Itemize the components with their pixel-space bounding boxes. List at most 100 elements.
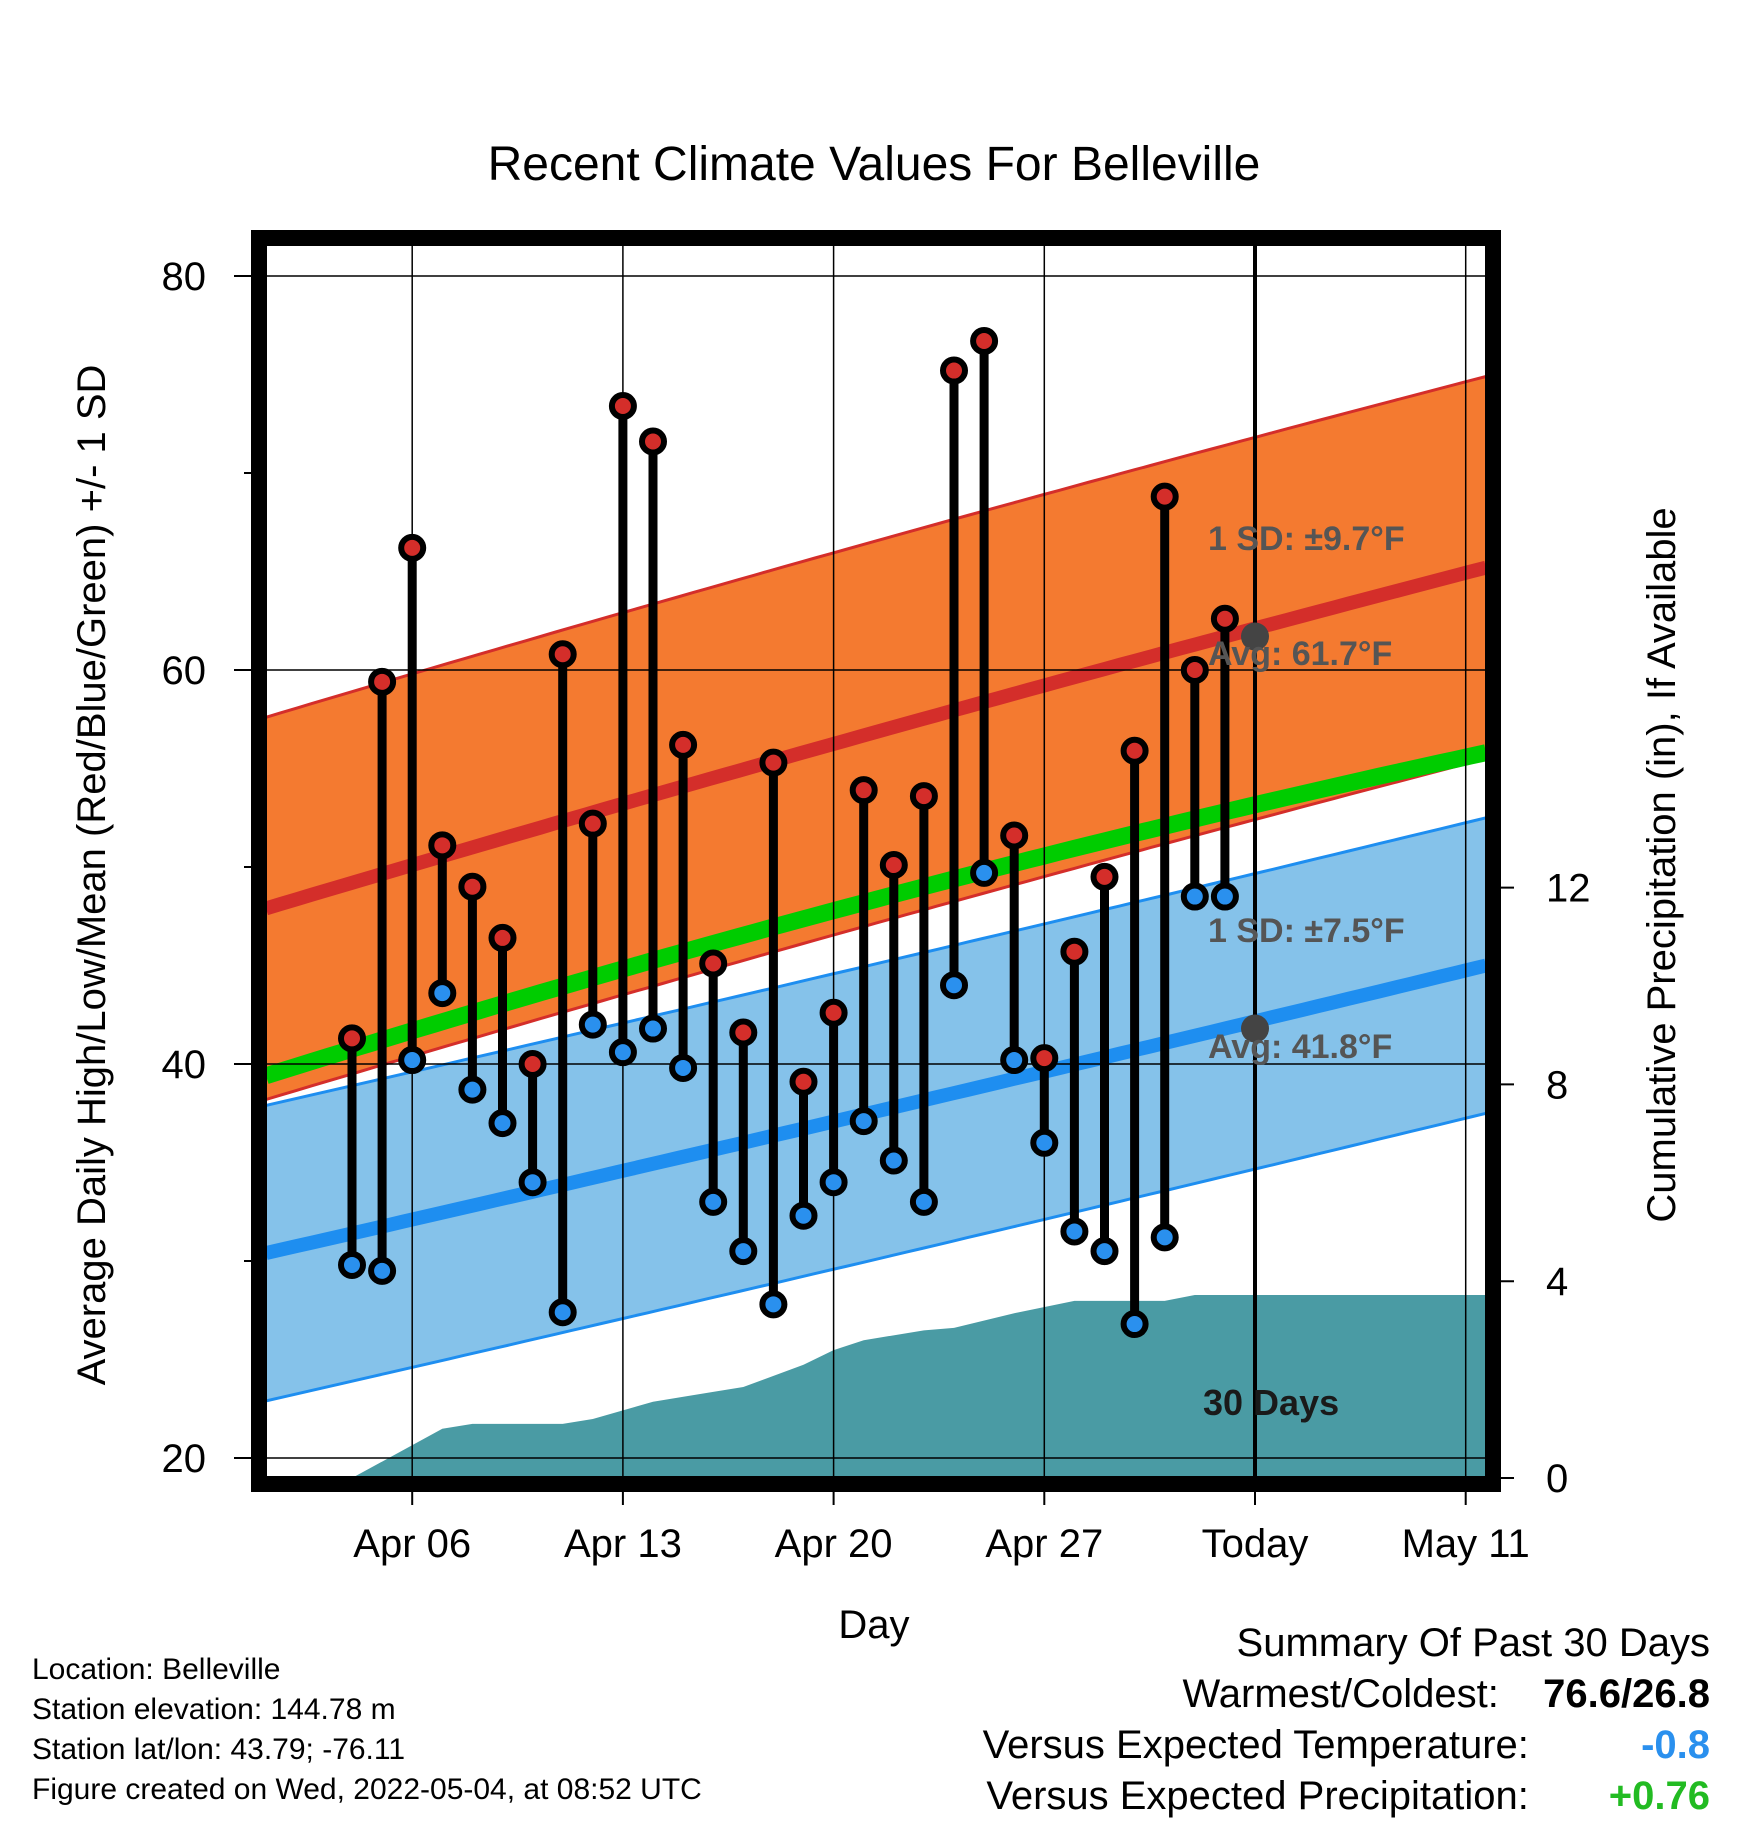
y-tick-label-left: 40 bbox=[162, 1043, 207, 1087]
daily-high-point bbox=[518, 1050, 547, 1078]
daily-low-point bbox=[879, 1146, 908, 1175]
x-tick-label: Apr 20 bbox=[775, 1522, 893, 1566]
daily-low-point bbox=[729, 1237, 758, 1266]
daily-high-point bbox=[1090, 862, 1119, 891]
low-normal-line bbox=[264, 958, 1488, 1260]
daily-low-point bbox=[1090, 1237, 1119, 1266]
daily-low-point bbox=[759, 1290, 788, 1319]
location-text: Location: Belleville bbox=[32, 1653, 281, 1686]
daily-low-point bbox=[669, 1053, 698, 1082]
daily-low-point bbox=[819, 1168, 848, 1197]
daily-low-point bbox=[909, 1187, 938, 1216]
daily-high-point bbox=[1120, 736, 1149, 765]
y-tick-label-right: 12 bbox=[1546, 867, 1591, 911]
daily-high-point bbox=[488, 923, 517, 952]
daily-high-point bbox=[428, 831, 457, 860]
daily-low-point bbox=[970, 858, 999, 887]
x-axis-label: Day bbox=[838, 1603, 909, 1647]
daily-high-point bbox=[458, 872, 487, 901]
x-tick-label: Apr 27 bbox=[985, 1522, 1103, 1566]
x-tick-label: Apr 06 bbox=[353, 1522, 471, 1566]
daily-low-point bbox=[458, 1075, 487, 1104]
daily-high-point bbox=[639, 427, 667, 456]
daily-low-point bbox=[789, 1201, 818, 1230]
low-sd-label: 1 SD: ±7.5°F bbox=[1208, 912, 1405, 950]
daily-high-point bbox=[970, 327, 999, 356]
daily-high-point bbox=[940, 356, 968, 385]
summary-heading: Summary Of Past 30 Days bbox=[1236, 1621, 1710, 1665]
high-sd-label: 1 SD: ±9.7°F bbox=[1208, 520, 1405, 558]
daily-high-point bbox=[608, 392, 637, 421]
daily-high-point bbox=[669, 730, 698, 759]
daily-high-point bbox=[338, 1024, 366, 1053]
daily-high-point bbox=[759, 748, 788, 777]
window-days-label: 30 Days bbox=[1203, 1382, 1339, 1423]
chart-title: Recent Climate Values For Belleville bbox=[488, 138, 1261, 191]
annotations: 1 SD: ±9.7°F Avg: 61.7°F 1 SD: ±7.5°F Av… bbox=[1203, 520, 1405, 1423]
daily-low-point bbox=[1210, 882, 1239, 911]
created-text: Figure created on Wed, 2022-05-04, at 08… bbox=[32, 1773, 702, 1806]
daily-high-point bbox=[1000, 821, 1029, 850]
low-avg-marker bbox=[1241, 1014, 1269, 1043]
station-info: Location: Belleville Station elevation: … bbox=[32, 1650, 702, 1810]
daily-low-point bbox=[368, 1256, 397, 1285]
y-axis-label-right: Cumulative Precipitation (in), If Availa… bbox=[1640, 507, 1684, 1222]
y-tick-label-right: 4 bbox=[1546, 1260, 1568, 1304]
summary-panel: Summary Of Past 30 Days Warmest/Coldest:… bbox=[983, 1618, 1710, 1822]
axis-ticks: Apr 06 Apr 13 Apr 20 Apr 27 Today May 1120406… bbox=[162, 255, 1591, 1566]
daily-range-bars bbox=[347, 341, 1230, 1325]
latlon-text: Station lat/lon: 43.79; -76.11 bbox=[32, 1733, 406, 1766]
low-band-lower-edge bbox=[265, 1111, 1487, 1403]
daily-low-point bbox=[398, 1046, 427, 1075]
summary-warm-cold: Warmest/Coldest: 76.6/26.8 bbox=[983, 1669, 1711, 1720]
daily-high-point bbox=[368, 667, 397, 696]
daily-high-point bbox=[849, 776, 878, 805]
daily-low-point bbox=[578, 1010, 607, 1039]
daily-high-point bbox=[1210, 604, 1239, 633]
daily-high-point bbox=[879, 851, 908, 880]
daily-low-point bbox=[338, 1250, 366, 1279]
daily-low-point bbox=[940, 971, 968, 1000]
daily-high-point bbox=[1060, 937, 1089, 966]
warm-cold-label: Warmest/Coldest: bbox=[1182, 1672, 1499, 1716]
x-tick-label: Today bbox=[1202, 1522, 1309, 1566]
daily-low-point bbox=[1150, 1223, 1179, 1252]
daily-high-point bbox=[909, 782, 938, 811]
summary-temp: Versus Expected Temperature: -0.8 bbox=[983, 1720, 1710, 1771]
daily-low-point bbox=[1180, 882, 1209, 911]
daily-high-point bbox=[789, 1067, 818, 1096]
precip-area bbox=[352, 1295, 1486, 1478]
daily-low-point bbox=[608, 1038, 637, 1067]
cumulative-precip-area bbox=[352, 1295, 1486, 1478]
daily-low-point bbox=[518, 1168, 547, 1197]
daily-low-point bbox=[699, 1187, 728, 1216]
daily-high-point bbox=[398, 533, 427, 562]
today-line bbox=[1241, 245, 1269, 1477]
precip-label: Versus Expected Precipitation: bbox=[986, 1774, 1529, 1818]
daily-low-point bbox=[639, 1014, 667, 1043]
high-avg-marker bbox=[1241, 622, 1269, 651]
x-tick-label: May 11 bbox=[1402, 1522, 1530, 1566]
daily-high-point bbox=[1030, 1044, 1059, 1073]
daily-low-point bbox=[1120, 1310, 1149, 1339]
high-band-upper-edge bbox=[265, 375, 1487, 719]
warm-cold-value: 76.6/26.8 bbox=[1543, 1672, 1710, 1716]
y-axis-label-left: Average Daily High/Low/Mean (Red/Blue/Gr… bbox=[70, 365, 114, 1386]
daily-high-point bbox=[578, 809, 607, 838]
daily-low-point bbox=[548, 1298, 577, 1327]
daily-low-point bbox=[849, 1107, 878, 1136]
daily-low-point bbox=[1000, 1046, 1029, 1075]
daily-low-point bbox=[428, 979, 457, 1008]
daily-high-point bbox=[819, 998, 848, 1027]
precip-value: +0.76 bbox=[1608, 1774, 1710, 1818]
low-avg-label: Avg: 41.8°F bbox=[1208, 1028, 1392, 1066]
high-normal-line bbox=[263, 560, 1488, 916]
daily-high-point bbox=[1180, 656, 1209, 684]
y-tick-label-right: 8 bbox=[1546, 1063, 1568, 1107]
temp-label: Versus Expected Temperature: bbox=[982, 1723, 1529, 1767]
daily-dots bbox=[338, 327, 1239, 1339]
temp-value: -0.8 bbox=[1641, 1723, 1710, 1767]
summary-precip: Versus Expected Precipitation: +0.76 bbox=[983, 1771, 1710, 1822]
plot-border bbox=[251, 230, 1501, 1492]
